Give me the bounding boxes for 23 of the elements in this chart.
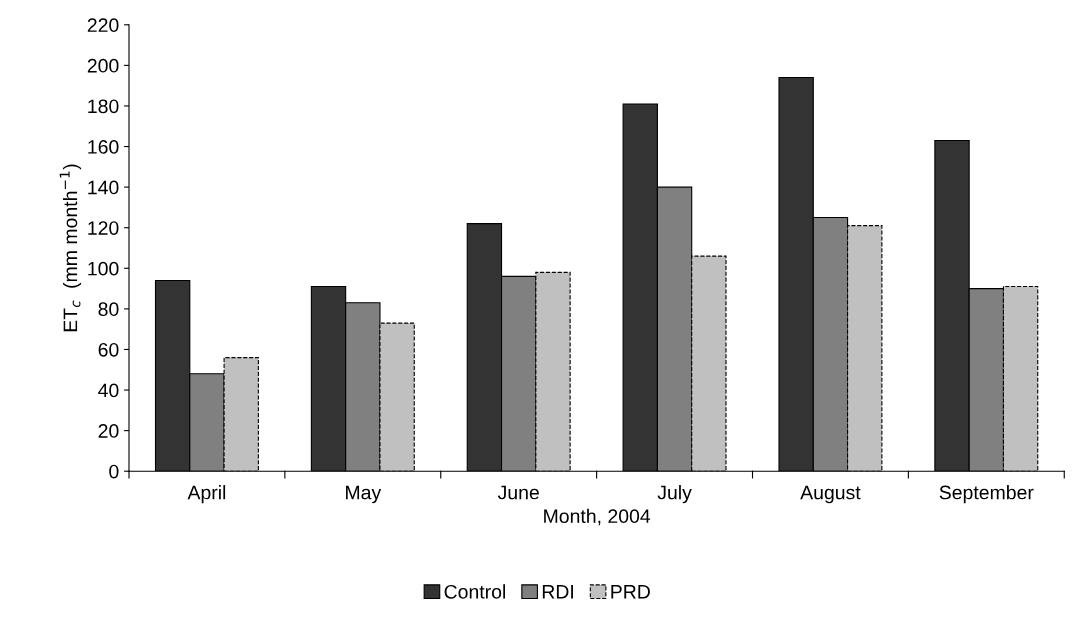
x-tick-label: July	[657, 485, 692, 504]
y-tick-label: 140	[88, 180, 119, 195]
y-tick-label: 0	[109, 464, 119, 479]
x-tick-label: April	[187, 485, 226, 504]
y-tick-label: 160	[88, 140, 119, 154]
y-tick-label: 120	[88, 221, 119, 235]
x-tick-label: September	[939, 485, 1034, 504]
y-tick-label: 40	[98, 383, 119, 398]
x-tick-label: May	[346, 485, 382, 504]
y-axis-title: ET$_{c}$ (mm month$^{−1}$)	[59, 164, 82, 332]
y-tick-label: 100	[88, 261, 119, 276]
x-tick-label: June	[497, 485, 539, 500]
legend-label: Control	[444, 584, 505, 599]
y-tick-label: 60	[98, 342, 119, 357]
y-tick-label: 80	[98, 302, 119, 317]
y-tick-label: 180	[88, 99, 119, 114]
y-tick-label: 20	[98, 424, 119, 438]
x-tick-label: August	[800, 485, 861, 504]
x-axis-title: Month, 2004	[544, 508, 651, 526]
y-tick-label: 200	[87, 58, 119, 73]
legend-label: PRD	[611, 585, 650, 599]
legend-label: RDI	[542, 585, 573, 599]
y-tick-label: 220	[87, 18, 119, 33]
